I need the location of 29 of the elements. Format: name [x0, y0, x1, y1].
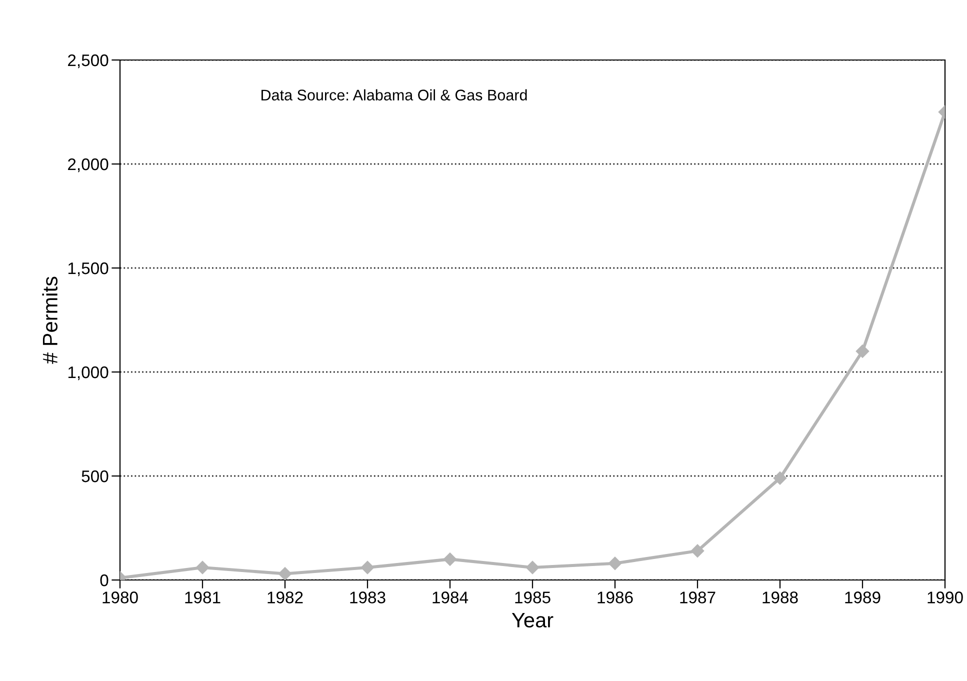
point	[773, 471, 787, 485]
x-tick-label: 1983	[350, 592, 386, 604]
annotation: Data Source: Alabama Oil & Gas Board	[262, 89, 527, 100]
point	[443, 552, 457, 566]
y-axis-title: # Permits	[42, 276, 58, 364]
point	[196, 560, 210, 574]
x-tick-label: 1990	[928, 592, 963, 604]
x-tick-label: 1982	[268, 592, 303, 604]
x-tick-label: 1989	[845, 592, 880, 604]
point	[526, 560, 540, 574]
y-tick-label: 500	[82, 470, 108, 482]
point	[278, 567, 292, 580]
x-tick-label: 1987	[680, 592, 716, 604]
y-tick-label: 1,500	[68, 262, 108, 276]
y-tick-label: 2,000	[68, 158, 108, 172]
point	[360, 560, 374, 574]
x-tick-label: 1986	[598, 592, 633, 604]
point	[856, 344, 870, 358]
x-tick-label: 1981	[185, 592, 220, 604]
x-tick-label: 1985	[515, 592, 550, 604]
y-tick-label: 1,000	[68, 366, 108, 380]
y-tick-label: 2,500	[68, 54, 108, 68]
point	[690, 544, 704, 558]
x-tick-label: 1988	[762, 592, 798, 604]
x-axis-title: Year	[512, 612, 554, 628]
point	[608, 556, 622, 570]
y-tick-label: 0	[100, 574, 108, 586]
x-tick-label: 1984	[432, 592, 468, 604]
x-tick-label: 1980	[102, 592, 138, 604]
